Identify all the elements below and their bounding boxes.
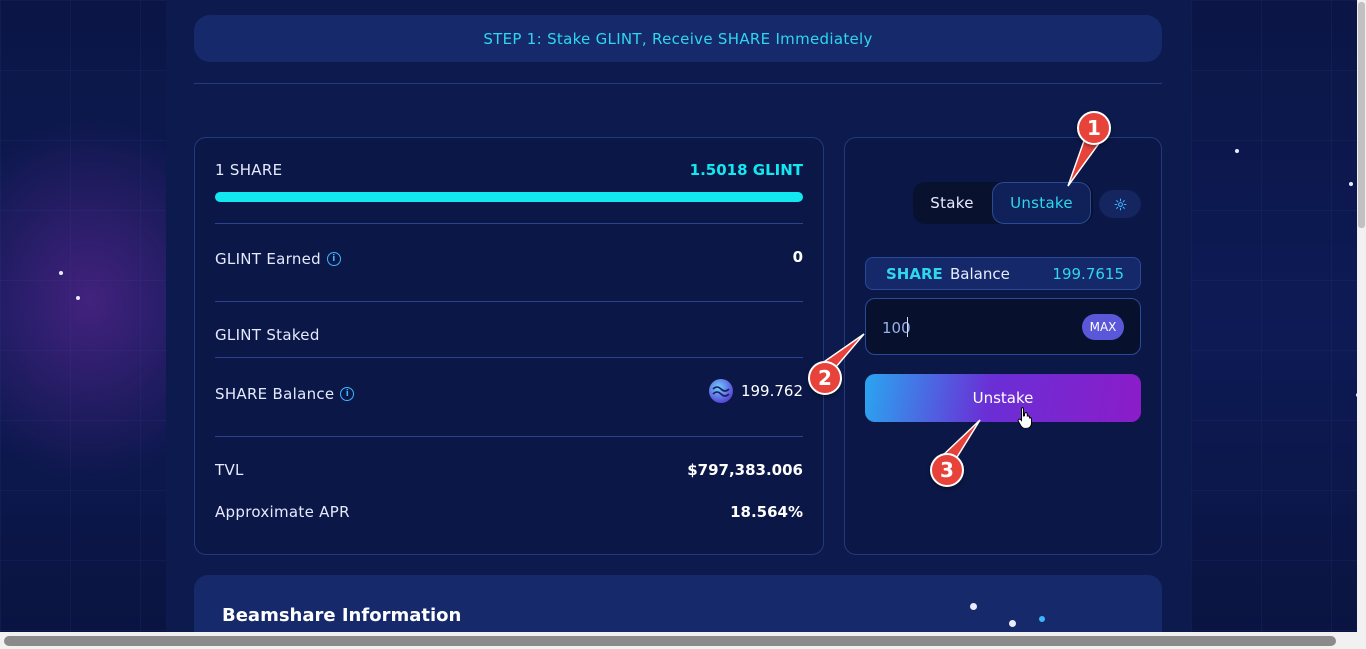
unstake-button-label: Unstake	[972, 389, 1034, 407]
callout-marker: 2	[808, 361, 842, 395]
divider	[194, 83, 1162, 84]
amount-input[interactable]	[880, 315, 1074, 341]
share-balance-bar: SHARE Balance 199.7615	[865, 257, 1141, 290]
star	[59, 271, 63, 275]
callout-marker: 3	[930, 453, 964, 487]
horizontal-scrollbar[interactable]	[0, 632, 1366, 649]
info-icon[interactable]: i	[340, 387, 355, 401]
tvl-value: $797,383.006	[687, 461, 803, 479]
share-balance-label: SHARE Balance	[215, 385, 335, 403]
stake-unstake-toggle: Stake Unstake	[913, 182, 1093, 224]
tab-unstake[interactable]: Unstake	[992, 182, 1091, 224]
gear-icon	[1114, 198, 1126, 210]
rate-label: 1 SHARE	[215, 161, 283, 179]
share-token-icon	[709, 379, 733, 403]
max-button[interactable]: MAX	[1082, 314, 1124, 340]
decorative-dot	[1039, 616, 1045, 622]
divider	[215, 357, 803, 358]
divider	[215, 436, 803, 437]
apr-value: 18.564%	[730, 503, 803, 521]
star	[76, 296, 80, 300]
balance-symbol: SHARE	[886, 265, 943, 283]
rate-progress-bar	[215, 192, 803, 202]
balance-value: 199.7615	[1052, 265, 1124, 283]
section-title: Beamshare Information	[222, 605, 462, 626]
amount-field: MAX	[865, 298, 1141, 355]
background-grid-left	[0, 0, 166, 632]
unstake-button[interactable]: Unstake	[865, 374, 1141, 428]
staking-info-card: 1 SHARE 1.5018 GLINT GLINT Earned i 0 GLI…	[194, 137, 824, 555]
vertical-scrollbar-thumb[interactable]	[1358, 2, 1365, 228]
stake-action-card: Stake Unstake SHARE Balance 199.7615 MAX…	[844, 137, 1162, 555]
star	[1235, 149, 1239, 153]
callout-marker: 1	[1077, 111, 1111, 145]
info-icon[interactable]: i	[327, 252, 341, 266]
vertical-scrollbar[interactable]	[1357, 0, 1366, 632]
glint-earned-label: GLINT Earned	[215, 250, 321, 268]
background-grid-right	[1191, 0, 1366, 632]
settings-button[interactable]	[1099, 190, 1141, 218]
divider	[215, 223, 803, 224]
step-banner: STEP 1: Stake GLINT, Receive SHARE Immed…	[194, 15, 1162, 62]
decorative-dot	[970, 603, 977, 610]
callout-pointers	[816, 137, 1102, 463]
balance-label: Balance	[950, 265, 1010, 283]
rate-value: 1.5018 GLINT	[689, 161, 803, 179]
decorative-dot	[1009, 620, 1016, 627]
glint-earned-value: 0	[792, 248, 803, 266]
glint-earned-row: GLINT Earned i	[215, 250, 341, 268]
horizontal-scrollbar-thumb[interactable]	[4, 636, 1336, 646]
pointer-cursor-icon	[1017, 407, 1032, 428]
tvl-label: TVL	[215, 461, 244, 479]
apr-label: Approximate APR	[215, 503, 350, 521]
star	[1349, 182, 1353, 186]
text-caret	[907, 317, 908, 337]
share-balance-row: SHARE Balance i	[215, 385, 355, 403]
share-balance-value: 199.762	[740, 382, 803, 400]
rate-progress-fill	[215, 192, 803, 202]
glint-staked-label: GLINT Staked	[215, 326, 320, 344]
tab-stake[interactable]: Stake	[930, 194, 974, 212]
divider	[215, 301, 803, 302]
